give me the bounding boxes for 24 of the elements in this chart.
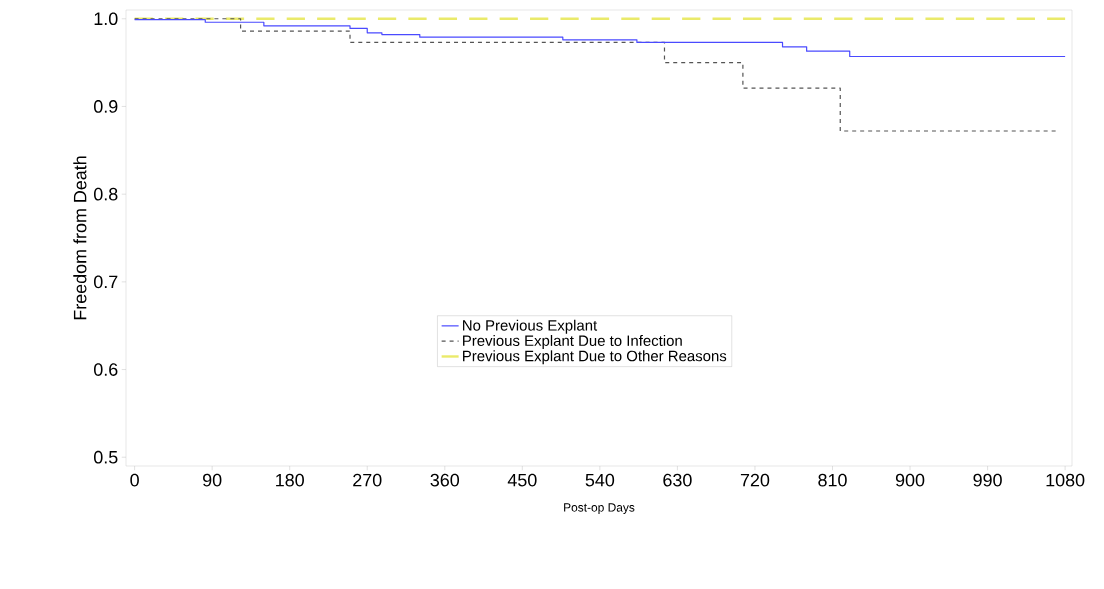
- legend-label: Previous Explant Due to Other Reasons: [463, 350, 727, 365]
- y-tick-label: 0.7: [94, 275, 118, 289]
- y-axis-title: Freedom from Death: [73, 156, 87, 320]
- x-tick-label: 720: [740, 473, 770, 487]
- x-tick-label: 810: [818, 473, 847, 487]
- x-tick-label: 990: [973, 473, 1002, 487]
- x-tick-label: 630: [663, 473, 692, 487]
- y-tick-label: 1.0: [94, 12, 118, 26]
- x-tick-label: 1080: [1046, 473, 1085, 487]
- x-tick-label: 360: [430, 473, 460, 487]
- x-tick-label: 540: [585, 473, 615, 487]
- y-tick-label: 0.8: [94, 187, 118, 201]
- x-tick-label: 450: [507, 473, 537, 487]
- x-tick-label: 900: [895, 473, 925, 487]
- y-tick-label: 0.9: [94, 100, 118, 113]
- x-tick-label: 90: [203, 473, 222, 487]
- x-tick-label: 270: [353, 473, 382, 487]
- y-tick-label: 0.6: [94, 363, 118, 376]
- x-axis-title: Post-op Days: [564, 503, 635, 515]
- y-tick-label: 0.5: [94, 450, 118, 464]
- x-tick-label: 180: [276, 473, 304, 487]
- x-tick-label: 0: [130, 473, 139, 487]
- legend-label: No Previous Explant: [463, 319, 598, 334]
- legend-label: Previous Explant Due to Infection: [463, 335, 682, 349]
